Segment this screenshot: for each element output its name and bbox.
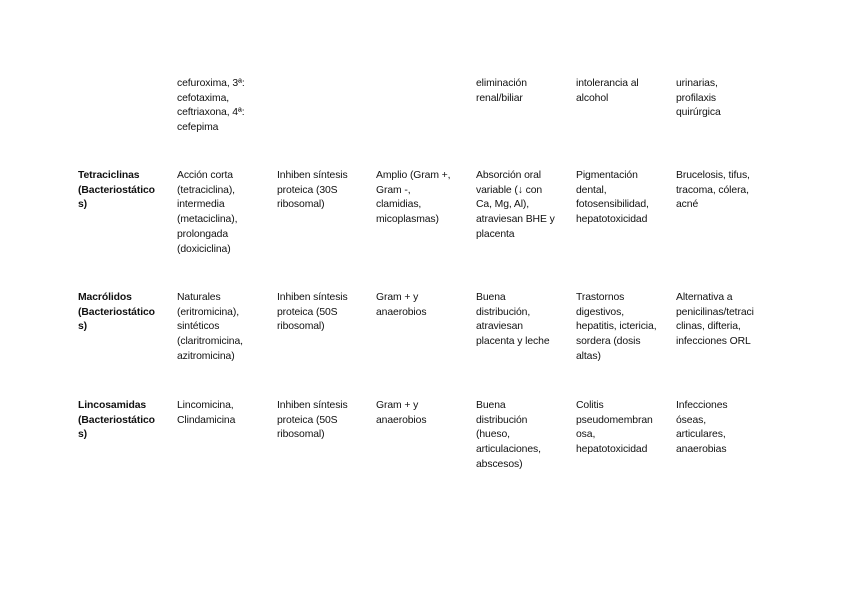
- cell-group: Macrólidos (Bacteriostático s): [78, 292, 155, 333]
- cell-examples: Naturales (eritromicina), sintéticos (cl…: [177, 292, 243, 362]
- cell-pharmacokinetics: Absorción oral variable (↓ con Ca, Mg, A…: [476, 170, 555, 240]
- cell-group: Lincosamidas (Bacteriostático s): [78, 400, 155, 441]
- cell-mechanism: Inhiben síntesis proteica (30S ribosomal…: [277, 170, 348, 211]
- cell-adverse-effects: Colitis pseudomembran osa, hepatotoxicid…: [576, 400, 653, 456]
- cell-indications: urinarias, profilaxis quirúrgica: [676, 78, 721, 119]
- cell-adverse-effects: Trastornos digestivos, hepatitis, icteri…: [576, 292, 657, 362]
- cell-mechanism: Inhiben síntesis proteica (50S ribosomal…: [277, 292, 348, 333]
- cell-examples: Acción corta (tetraciclina), intermedia …: [177, 170, 238, 255]
- cell-mechanism: Inhiben síntesis proteica (50S ribosomal…: [277, 400, 348, 441]
- cell-examples: cefuroxima, 3ª: cefotaxima, ceftriaxona,…: [177, 78, 245, 134]
- cell-group: Tetraciclinas (Bacteriostático s): [78, 170, 155, 211]
- cell-indications: Infecciones óseas, articulares, anaerobi…: [676, 400, 728, 456]
- cell-indications: Brucelosis, tifus, tracoma, cólera, acné: [676, 170, 750, 211]
- cell-examples: Lincomicina, Clindamicina: [177, 400, 236, 426]
- cell-spectrum: Amplio (Gram +, Gram -, clamidias, micop…: [376, 170, 451, 226]
- cell-pharmacokinetics: Buena distribución (hueso, articulacione…: [476, 400, 541, 470]
- cell-spectrum: Gram + y anaerobios: [376, 292, 427, 318]
- cell-adverse-effects: intolerancia al alcohol: [576, 78, 639, 104]
- cell-adverse-effects: Pigmentación dental, fotosensibilidad, h…: [576, 170, 649, 226]
- cell-indications: Alternativa a penicilinas/tetraci clinas…: [676, 292, 754, 348]
- cell-pharmacokinetics: Buena distribución, atraviesan placenta …: [476, 292, 550, 348]
- cell-pharmacokinetics: eliminación renal/biliar: [476, 78, 527, 104]
- cell-spectrum: Gram + y anaerobios: [376, 400, 427, 426]
